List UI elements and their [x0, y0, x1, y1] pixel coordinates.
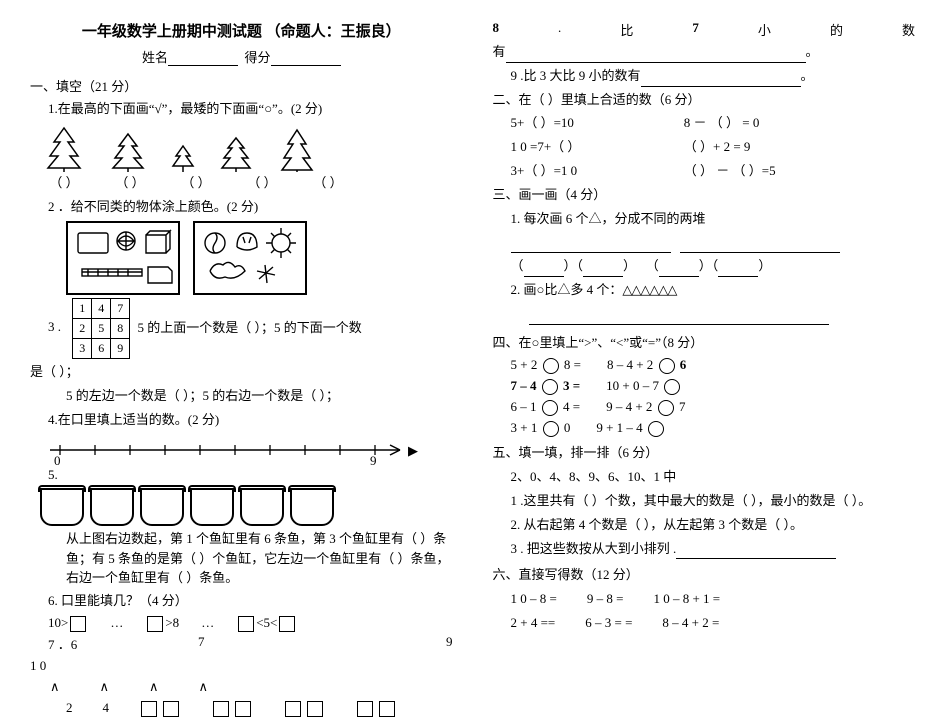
- answer-line[interactable]: [641, 72, 801, 87]
- q2-box-b: [193, 221, 307, 295]
- section-5-title: 五、填一填，排一排（6 分）: [493, 443, 916, 464]
- q5-text: 从上图右边数起，第 1 个鱼缸里有 6 条鱼，第 3 个鱼缸里有（ ）条鱼；有 …: [30, 529, 453, 588]
- q7-row1: 7 ．6 7 9: [30, 634, 453, 653]
- answer-box[interactable]: [70, 616, 86, 632]
- s3-q2: 2. 画○比△多 4 个：△△△△△△: [493, 280, 916, 301]
- right-column: 8 . 比 7 小 的 数 有。 9 .比 3 大比 9 小的数有。 二、在（ …: [493, 20, 916, 722]
- q5-fish-jars: [30, 488, 453, 526]
- section-4-title: 四、在○里填上“>”、“<”或“=”（8 分）: [493, 333, 916, 354]
- name-blank[interactable]: [168, 51, 238, 66]
- name-score-line: 姓名 得分: [30, 47, 453, 66]
- q9-row: 9 .比 3 大比 9 小的数有。: [493, 66, 916, 87]
- answer-line[interactable]: [506, 48, 806, 63]
- q3-line3: 5 的左边一个数是（ ）；5 的右边一个数是（ ）；: [30, 386, 453, 407]
- section-3-title: 三、画一画（4 分）: [493, 185, 916, 206]
- answer-box[interactable]: [238, 616, 254, 632]
- answer-box[interactable]: [279, 616, 295, 632]
- q2-images: [30, 221, 453, 295]
- s5-q2: 2. 从右起第 4 个数是（ ），从左起第 3 个数是（ ）。: [493, 515, 916, 536]
- q8-row2: 有。: [493, 42, 916, 63]
- s2-r3: 3+（ ）=1 0 （ ） － （ ）=5: [493, 161, 916, 182]
- s2-r2: 1 0 =7+（ ） （ ）+ 2 = 9: [493, 137, 916, 158]
- q2-box-a: [66, 221, 180, 295]
- s3-blank1[interactable]: [493, 232, 916, 253]
- q6-title: 6. 口里能填几？（4 分）: [30, 591, 453, 612]
- score-label: 得分: [245, 50, 271, 65]
- q7-hats: ∧∧∧∧: [50, 679, 453, 695]
- s6-r1: 1 0 – 8 = 9 – 8 = 1 0 – 8 + 1 =: [493, 589, 916, 610]
- q3-line2: 是（ ）；: [30, 362, 453, 383]
- s3-bracket: （）（） （）（）: [493, 256, 916, 277]
- s4-r4: 3 + 1 0 9 + 1 – 4: [493, 420, 916, 437]
- s5-list: 2、0、4、8、9、6、10、1 中: [493, 467, 916, 488]
- s3-blank2[interactable]: [493, 304, 916, 325]
- q5-label: 5.: [30, 465, 453, 486]
- q2-text: 2 ．给不同类的物体涂上颜色。(2 分): [30, 197, 453, 218]
- name-label: 姓名: [142, 50, 168, 65]
- q7-lead: 1 0: [30, 656, 453, 677]
- s4-r1: 5 + 2 8 = 8 – 4 + 2 6: [493, 357, 916, 374]
- q6-row: 10> … >8 … <5<: [30, 615, 453, 632]
- q3-line1: 3 . 147 258 369 5 的上面一个数是（ ）；5 的下面一个数: [30, 298, 453, 360]
- q7-boxes: 2 4: [30, 698, 453, 719]
- section-1-title: 一、填空（21 分）: [30, 76, 453, 95]
- s2-r1: 5+（ ）=10 8 － （ ） = 0: [493, 113, 916, 134]
- q1-trees: [30, 124, 453, 172]
- s6-r2: 2 + 4 == 6 – 3 = = 8 – 4 + 2 =: [493, 613, 916, 634]
- q8-row: 8 . 比 7 小 的 数: [493, 20, 916, 39]
- section-6-title: 六、直接写得数（12 分）: [493, 565, 916, 586]
- q1-text: 1.在最高的下面画“√”，最矮的下面画“○”。(2 分): [30, 99, 453, 120]
- s5-q3: 3 . 把这些数按从大到小排列 .: [493, 539, 916, 560]
- answer-box[interactable]: [147, 616, 163, 632]
- answer-line[interactable]: [676, 544, 836, 559]
- section-2-title: 二、在（ ）里填上合适的数（6 分）: [493, 90, 916, 111]
- s4-r3: 6 – 1 4 = 9 – 4 + 2 7: [493, 399, 916, 416]
- left-column: 一年级数学上册期中测试题 （命题人：王振良） 姓名 得分 一、填空（21 分） …: [30, 20, 453, 722]
- q1-answer-brackets[interactable]: （ ） （ ） （ ） （ ） （ ）: [30, 172, 453, 191]
- q3-table: 147 258 369: [72, 298, 130, 360]
- s4-r2: 7 – 4 3 = 10 + 0 – 7: [493, 378, 916, 395]
- worksheet-title: 一年级数学上册期中测试题 （命题人：王振良）: [30, 20, 453, 41]
- q4-numberline: 0 9 ▶: [40, 435, 420, 461]
- score-blank[interactable]: [271, 51, 341, 66]
- s3-q1: 1. 每次画 6 个△，分成不同的两堆: [493, 209, 916, 230]
- q4-text: 4.在口里填上适当的数。(2 分): [30, 410, 453, 431]
- s5-q1: 1 .这里共有（ ）个数，其中最大的数是（ ），最小的数是（ ）。: [493, 491, 916, 512]
